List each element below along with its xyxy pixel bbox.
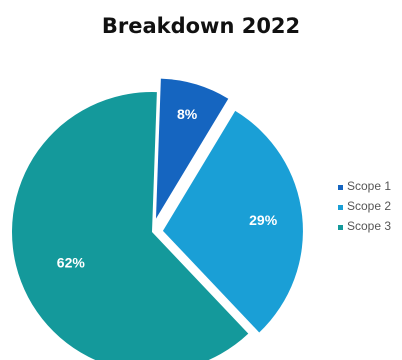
pie-slice-scope-1 — [155, 78, 229, 219]
legend-label-scope-2: Scope 2 — [347, 199, 391, 213]
pie-slices — [12, 78, 303, 360]
pie-slice-scope-2 — [162, 110, 303, 333]
chart-title: Breakdown 2022 — [101, 14, 301, 38]
slice-label-scope-1: 8% — [177, 106, 198, 122]
legend-swatch-scope-1 — [338, 185, 343, 190]
slice-label-scope-2: 29% — [249, 212, 278, 228]
slice-label-scope-3: 62% — [57, 255, 86, 271]
legend-swatch-scope-3 — [338, 225, 343, 230]
legend-swatch-scope-2 — [338, 205, 343, 210]
slice-labels: 8% 29% 62% — [57, 106, 278, 271]
legend: Scope 1 Scope 2 Scope 3 — [338, 179, 391, 233]
legend-label-scope-3: Scope 3 — [347, 219, 391, 233]
legend-label-scope-1: Scope 1 — [347, 179, 391, 193]
pie-slice-scope-3 — [12, 92, 249, 360]
